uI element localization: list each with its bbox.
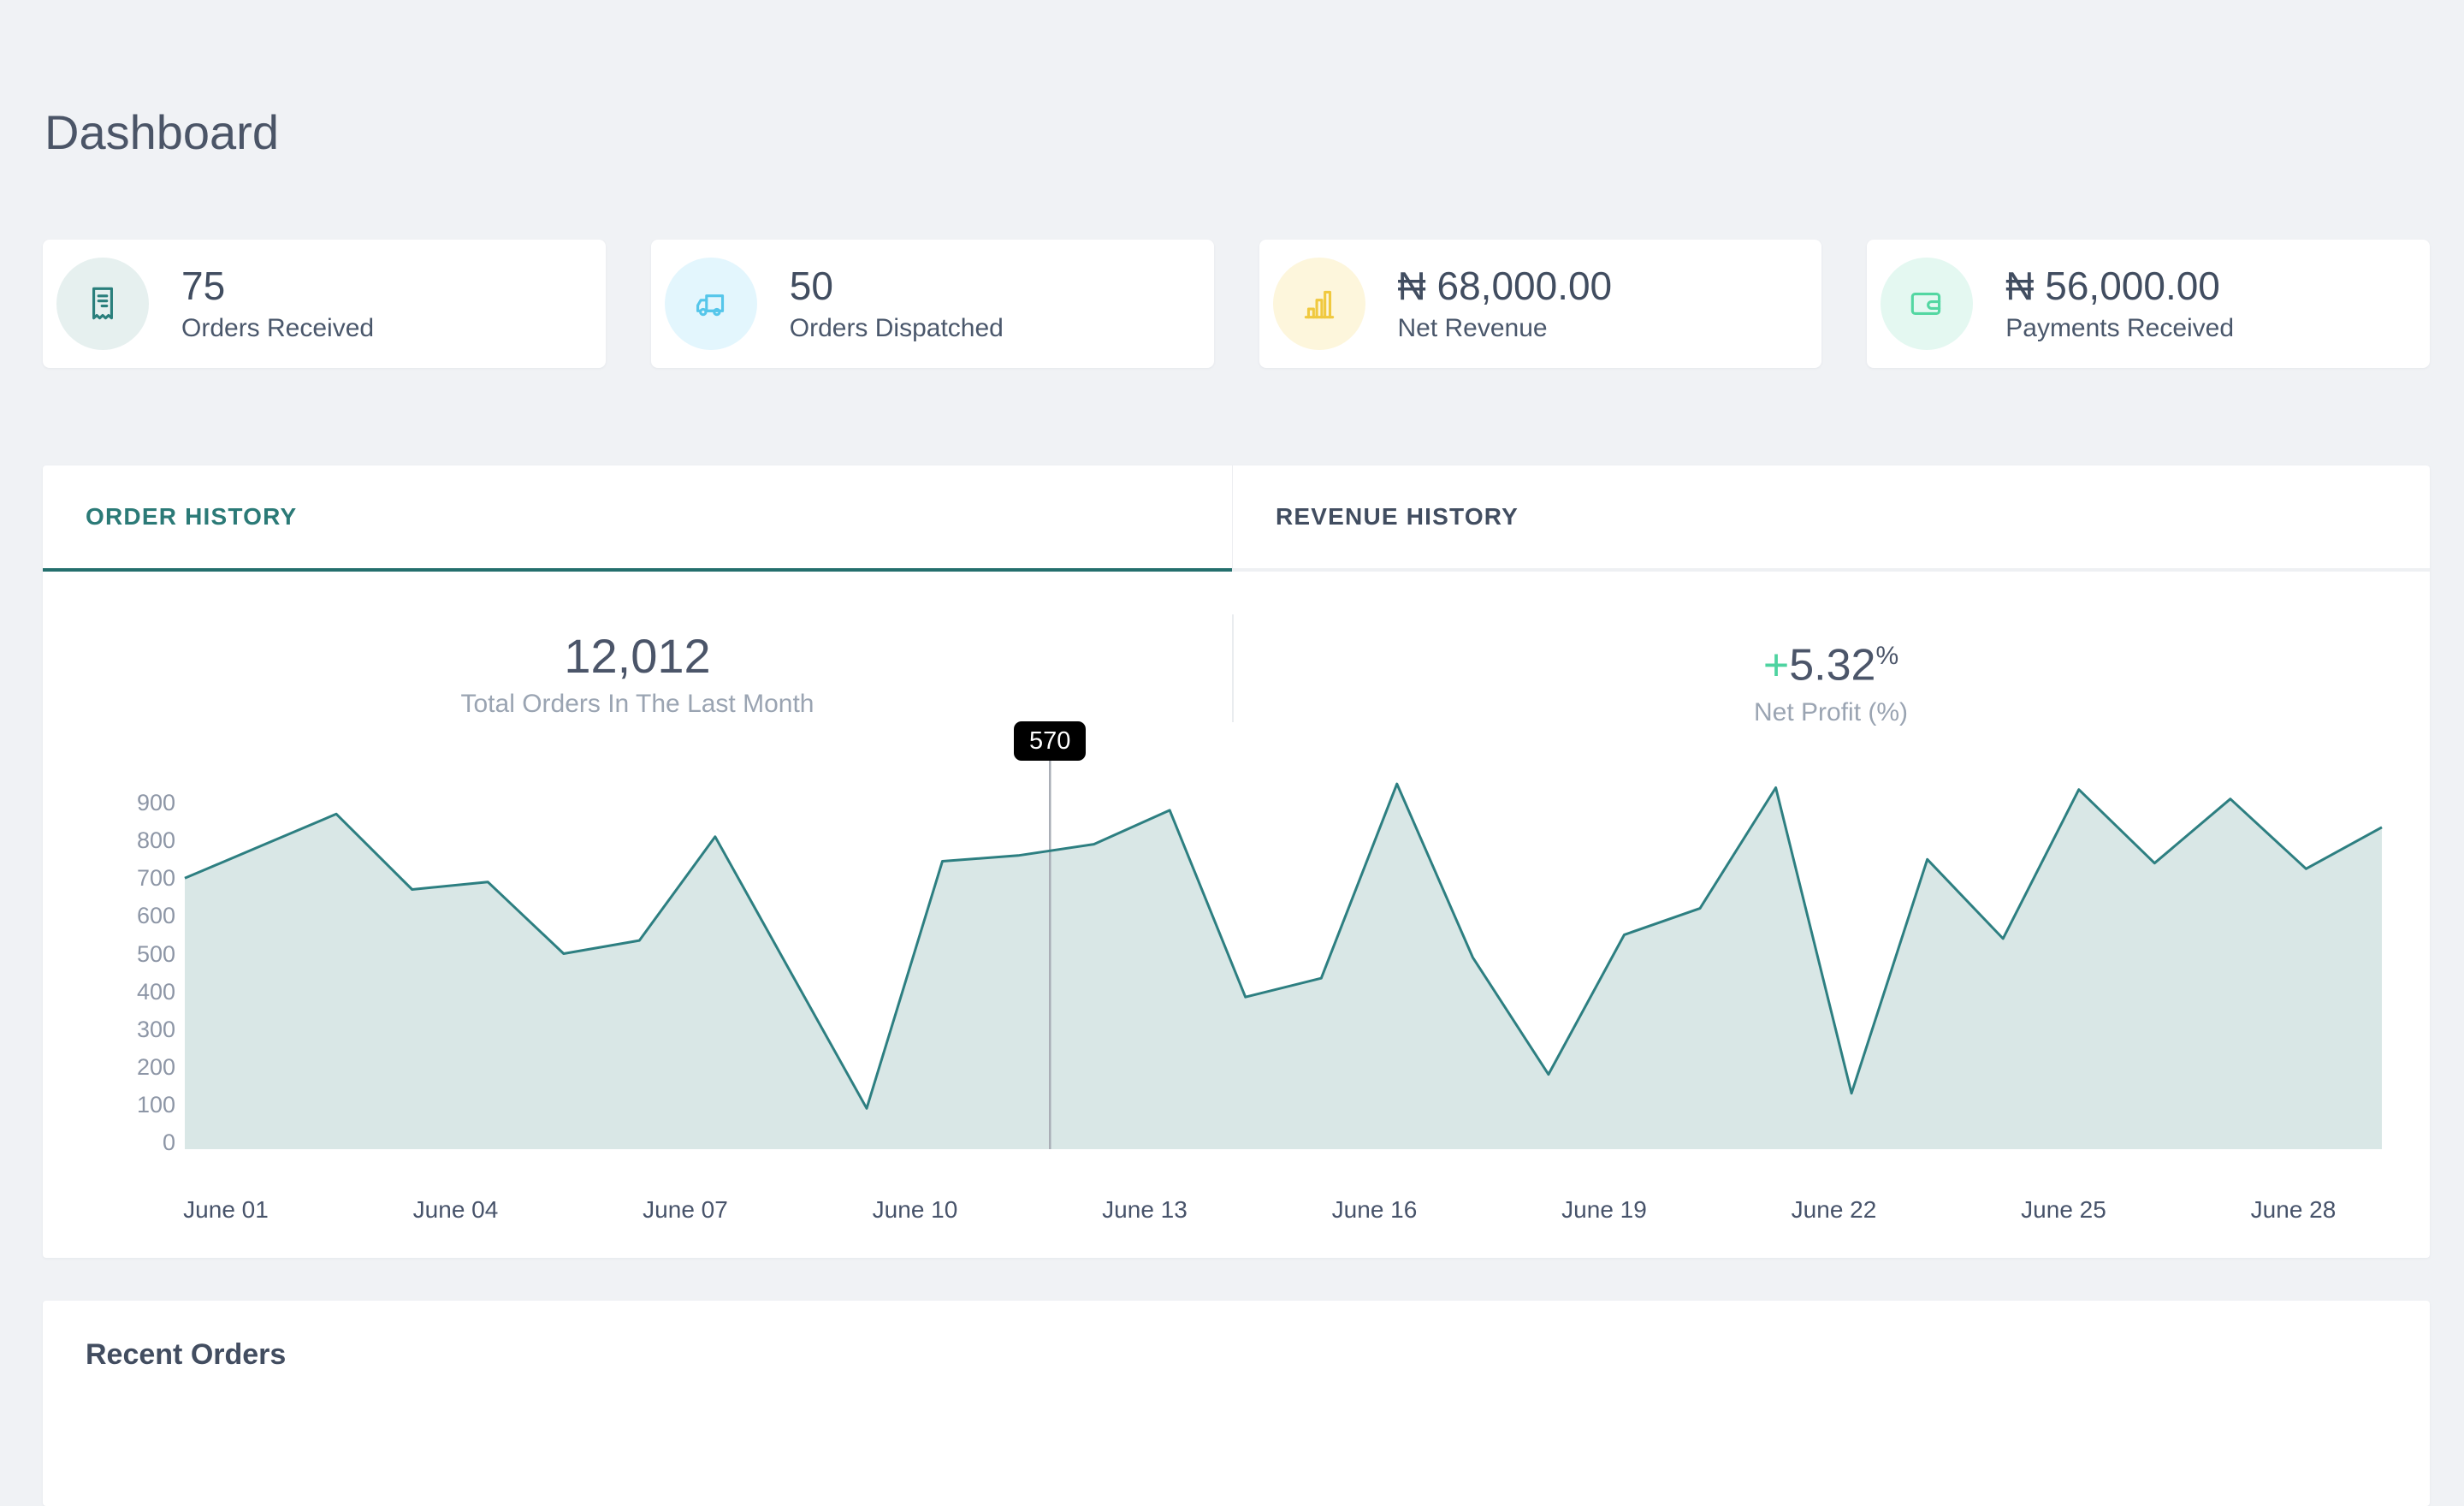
- orders-dispatched-value: 50: [789, 263, 833, 308]
- payments-received-label: Payments Received: [2005, 313, 2235, 342]
- stats-row: 75 Orders Received 50 Orders Dispatched: [43, 240, 2430, 368]
- y-axis-label: 500: [136, 940, 175, 967]
- y-axis-label: 900: [136, 790, 175, 816]
- orders-received-value: 75: [181, 263, 226, 308]
- net-revenue-value: ₦ 68,000.00: [1397, 263, 1613, 308]
- x-axis-label: June 25: [2021, 1196, 2106, 1223]
- orders-area-chart[interactable]: [43, 761, 2430, 1149]
- y-axis-label: 100: [136, 1091, 175, 1118]
- stat-card-orders-received: 75 Orders Received: [43, 240, 606, 368]
- orders-dispatched-label: Orders Dispatched: [789, 313, 1004, 342]
- x-axis-label: June 07: [643, 1196, 728, 1223]
- tab-revenue-history[interactable]: REVENUE HISTORY: [1232, 465, 2430, 572]
- y-axis-label: 800: [136, 827, 175, 854]
- total-orders-caption: Total Orders In The Last Month: [460, 690, 814, 718]
- net-profit-value: +5.32%: [1762, 640, 1899, 691]
- x-axis-label: June 16: [1331, 1196, 1418, 1223]
- history-tabs: ORDER HISTORY REVENUE HISTORY: [43, 465, 2430, 572]
- orders-received-label: Orders Received: [181, 313, 375, 342]
- x-axis-label: June 10: [872, 1196, 958, 1223]
- recent-orders-title: Recent Orders: [86, 1338, 287, 1371]
- recent-orders-panel: Recent Orders: [43, 1301, 2430, 1506]
- x-axis-label: June 22: [1791, 1196, 1877, 1223]
- payments-received-value: ₦ 56,000.00: [2005, 263, 2220, 308]
- x-axis-label: June 04: [412, 1196, 499, 1223]
- total-orders-value: 12,012: [564, 629, 711, 683]
- y-axis-label: 700: [136, 865, 175, 892]
- y-axis-label: 300: [136, 1016, 175, 1042]
- y-axis-label: 600: [136, 903, 175, 929]
- summary-divider: [1232, 614, 1234, 722]
- x-axis-label: June 01: [183, 1196, 269, 1223]
- y-axis-label: 0: [162, 1130, 175, 1155]
- page-title: Dashboard: [44, 105, 279, 159]
- y-axis-label: 200: [136, 1053, 175, 1080]
- x-axis-label: June 13: [1102, 1196, 1188, 1223]
- x-axis-label: June 28: [2250, 1196, 2337, 1223]
- bar-chart-icon: [1272, 258, 1365, 350]
- stat-card-net-revenue: ₦ 68,000.00 Net Revenue: [1259, 240, 1822, 368]
- orders-summary: 12,012 Total Orders In The Last Month: [43, 572, 1232, 732]
- net-profit-caption: Net Profit (%): [1753, 698, 1909, 727]
- wallet-icon: [1881, 258, 1974, 350]
- stat-card-payments-received: ₦ 56,000.00 Payments Received: [1867, 240, 2430, 368]
- history-panel: ORDER HISTORY REVENUE HISTORY 12,012 Tot…: [43, 465, 2430, 1258]
- area-line: [184, 782, 2383, 1110]
- y-axis-label: 400: [136, 978, 175, 1005]
- chart-summary: 12,012 Total Orders In The Last Month +5…: [43, 572, 2430, 732]
- area-fill: [185, 784, 2382, 1149]
- percent-sign: %: [1875, 642, 1899, 670]
- x-axis-label: June 19: [1561, 1196, 1647, 1223]
- profit-summary: +5.32% Net Profit (%): [1232, 572, 2430, 732]
- dashboard-page: Dashboard 75 Orders Received: [43, 99, 2430, 1506]
- receipt-icon: [56, 258, 149, 350]
- chart-tooltip: 570: [1014, 721, 1087, 761]
- tab-order-history[interactable]: ORDER HISTORY: [43, 465, 1232, 572]
- plus-sign: +: [1762, 640, 1790, 691]
- net-revenue-label: Net Revenue: [1397, 313, 1548, 342]
- truck-icon: [664, 258, 757, 350]
- stat-card-orders-dispatched: 50 Orders Dispatched: [650, 240, 1214, 368]
